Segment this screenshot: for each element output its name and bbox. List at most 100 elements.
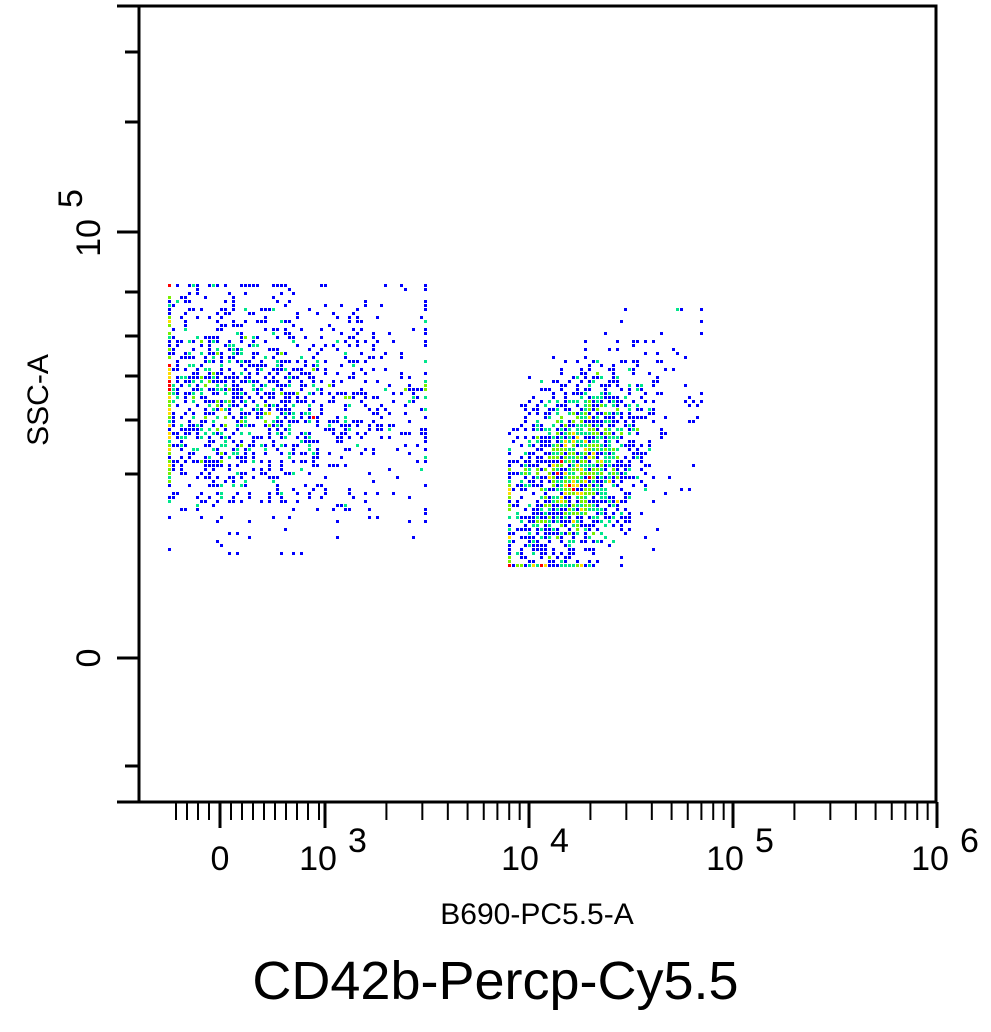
event-point <box>568 428 571 431</box>
event-point <box>596 412 599 415</box>
event-point <box>652 412 655 415</box>
event-point <box>632 428 635 431</box>
event-point <box>192 460 195 463</box>
event-point <box>280 468 283 471</box>
event-point <box>312 460 315 463</box>
event-point <box>240 476 243 479</box>
event-point <box>256 364 259 367</box>
event-point <box>536 404 539 407</box>
event-point <box>168 396 171 399</box>
event-point <box>172 328 175 331</box>
event-point <box>520 488 523 491</box>
event-point <box>356 340 359 343</box>
event-point <box>312 400 315 403</box>
event-point <box>552 496 555 499</box>
event-point <box>608 544 611 547</box>
event-point <box>584 532 587 535</box>
event-point <box>508 540 511 543</box>
event-point <box>584 420 587 423</box>
event-point <box>172 496 175 499</box>
event-point <box>168 468 171 471</box>
event-point <box>276 384 279 387</box>
event-point <box>588 484 591 487</box>
event-point <box>196 336 199 339</box>
event-point <box>196 460 199 463</box>
event-point <box>208 368 211 371</box>
svg-text:4: 4 <box>550 822 569 860</box>
event-point <box>296 360 299 363</box>
event-point <box>276 284 279 287</box>
event-point <box>568 424 571 427</box>
event-point <box>224 436 227 439</box>
event-point <box>524 460 527 463</box>
event-point <box>188 284 191 287</box>
event-point <box>604 388 607 391</box>
event-point <box>552 564 555 567</box>
event-point <box>280 464 283 467</box>
event-point <box>300 400 303 403</box>
event-point <box>312 456 315 459</box>
event-point <box>276 352 279 355</box>
event-point <box>388 468 391 471</box>
event-point <box>292 416 295 419</box>
event-point <box>584 424 587 427</box>
event-point <box>596 464 599 467</box>
event-point <box>548 520 551 523</box>
event-point <box>192 340 195 343</box>
event-point <box>324 284 327 287</box>
event-point <box>560 508 563 511</box>
event-point <box>592 488 595 491</box>
event-point <box>232 448 235 451</box>
event-point <box>208 352 211 355</box>
event-point <box>204 396 207 399</box>
event-point <box>188 484 191 487</box>
event-point <box>572 504 575 507</box>
event-point <box>644 464 647 467</box>
event-point <box>168 412 171 415</box>
event-point <box>564 400 567 403</box>
event-point <box>184 312 187 315</box>
event-point <box>304 420 307 423</box>
event-point <box>188 380 191 383</box>
event-point <box>292 488 295 491</box>
event-point <box>412 536 415 539</box>
event-point <box>248 312 251 315</box>
event-point <box>264 424 267 427</box>
event-point <box>352 372 355 375</box>
event-point <box>232 320 235 323</box>
event-point <box>612 496 615 499</box>
event-point <box>640 480 643 483</box>
event-point <box>508 556 511 559</box>
event-point <box>320 388 323 391</box>
event-point <box>332 380 335 383</box>
event-point <box>616 376 619 379</box>
event-point <box>592 408 595 411</box>
event-point <box>532 544 535 547</box>
event-point <box>408 420 411 423</box>
event-point <box>188 384 191 387</box>
event-point <box>556 564 559 567</box>
event-point <box>604 476 607 479</box>
event-point <box>252 440 255 443</box>
event-point <box>584 432 587 435</box>
event-point <box>216 328 219 331</box>
event-point <box>576 392 579 395</box>
event-point <box>424 440 427 443</box>
event-point <box>592 456 595 459</box>
event-point <box>588 472 591 475</box>
event-point <box>192 424 195 427</box>
event-point <box>560 492 563 495</box>
event-point <box>620 460 623 463</box>
event-point <box>644 452 647 455</box>
event-point <box>508 468 511 471</box>
event-point <box>308 492 311 495</box>
event-point <box>580 428 583 431</box>
event-point <box>632 344 635 347</box>
event-point <box>592 428 595 431</box>
event-point <box>220 444 223 447</box>
event-point <box>592 500 595 503</box>
event-point <box>320 412 323 415</box>
event-point <box>548 480 551 483</box>
event-point <box>604 436 607 439</box>
event-point <box>424 396 427 399</box>
